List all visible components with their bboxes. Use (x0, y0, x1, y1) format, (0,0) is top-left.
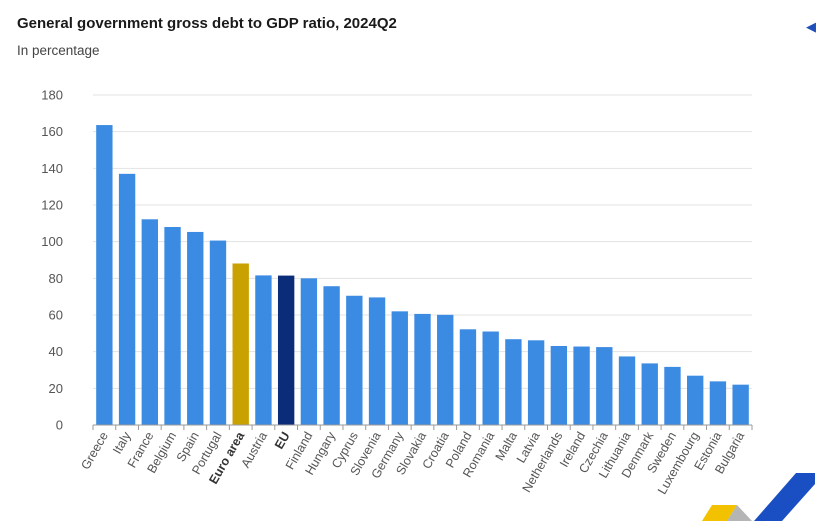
logo-grey-shape (727, 505, 752, 521)
y-tick-label: 60 (49, 308, 63, 323)
bars (96, 125, 749, 426)
bar-bulgaria[interactable] (732, 384, 749, 425)
y-tick-label: 120 (41, 198, 63, 213)
bar-malta[interactable] (505, 339, 522, 425)
bar-netherlands[interactable] (550, 345, 568, 425)
bar-romania[interactable] (482, 331, 499, 426)
bar-cyprus[interactable] (346, 295, 363, 425)
bar-lithuania[interactable] (618, 356, 636, 425)
bar-austria[interactable] (255, 275, 272, 425)
y-tick-label: 100 (41, 234, 63, 249)
bar-denmark[interactable] (641, 363, 658, 425)
y-tick-label: 40 (49, 344, 63, 359)
logo-blue-shape (754, 473, 815, 521)
x-axis (92, 424, 753, 430)
bar-sweden[interactable] (664, 366, 681, 425)
bar-latvia[interactable] (527, 340, 545, 425)
bar-portugal[interactable] (209, 240, 227, 425)
y-tick-label: 20 (49, 381, 63, 396)
chart-subtitle: In percentage (17, 43, 100, 58)
y-tick-label: 80 (49, 271, 63, 286)
y-tick-label: 0 (56, 418, 63, 433)
bar-luxembourg[interactable] (687, 375, 704, 425)
bar-finland[interactable] (300, 278, 318, 425)
bar-slovenia[interactable] (368, 297, 386, 425)
bar-poland[interactable] (459, 329, 477, 425)
bar-italy[interactable] (118, 173, 136, 425)
bar-eu[interactable] (277, 275, 295, 425)
logo-yellow-shape (702, 505, 737, 521)
y-axis-ticks: 0 20 40 60 80 100 120 140 160 180 (41, 88, 63, 433)
bar-france[interactable] (141, 219, 158, 425)
chevron-left-icon[interactable]: ◀ (806, 19, 816, 34)
y-tick-label: 160 (41, 124, 63, 139)
bar-greece[interactable] (96, 125, 113, 426)
bar-slovakia[interactable] (414, 313, 431, 425)
bar-czechia[interactable] (596, 347, 613, 425)
bar-spain[interactable] (187, 231, 204, 425)
bar-hungary[interactable] (323, 286, 340, 425)
bar-germany[interactable] (391, 311, 408, 425)
y-tick-label: 180 (41, 88, 63, 103)
bar-croatia[interactable] (437, 314, 454, 425)
bar-ireland[interactable] (573, 346, 590, 425)
bar-euro-area[interactable] (232, 263, 249, 425)
bar-belgium[interactable] (164, 227, 181, 425)
chart-title: General government gross debt to GDP rat… (17, 15, 397, 32)
bar-estonia[interactable] (709, 381, 727, 425)
y-tick-label: 140 (41, 161, 63, 176)
